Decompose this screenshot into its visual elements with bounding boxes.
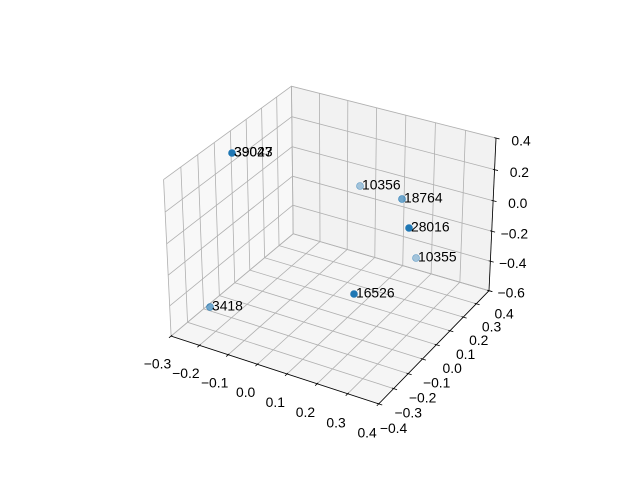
svg-text:−0.2: −0.2 (172, 365, 200, 381)
svg-text:0.2: 0.2 (296, 404, 316, 420)
svg-text:16526: 16526 (356, 285, 395, 301)
svg-text:0.4: 0.4 (511, 132, 531, 148)
svg-text:0.4: 0.4 (357, 425, 377, 441)
svg-text:−0.4: −0.4 (380, 420, 408, 436)
svg-text:0.0: 0.0 (236, 384, 256, 400)
svg-text:18764: 18764 (404, 190, 443, 206)
svg-text:−0.3: −0.3 (144, 355, 172, 371)
svg-text:0.0: 0.0 (443, 360, 463, 376)
svg-text:−0.6: −0.6 (498, 285, 526, 301)
svg-text:−0.2: −0.2 (501, 225, 529, 241)
svg-text:3418: 3418 (212, 298, 243, 314)
svg-text:0.1: 0.1 (456, 346, 476, 362)
svg-text:−0.2: −0.2 (409, 390, 437, 406)
svg-text:10355: 10355 (418, 249, 457, 265)
svg-text:0.1: 0.1 (266, 394, 286, 410)
svg-text:0.2: 0.2 (510, 164, 530, 180)
svg-text:−0.4: −0.4 (499, 255, 527, 271)
svg-text:0.4: 0.4 (494, 305, 514, 321)
svg-text:−0.1: −0.1 (201, 374, 229, 390)
svg-text:−0.1: −0.1 (423, 375, 451, 391)
svg-text:−0.3: −0.3 (395, 405, 423, 421)
svg-text:0.3: 0.3 (326, 414, 346, 430)
svg-text:10356: 10356 (362, 177, 401, 193)
svg-text:28016: 28016 (411, 219, 450, 235)
svg-text:39027: 39027 (234, 144, 273, 160)
svg-text:0.0: 0.0 (508, 195, 528, 211)
